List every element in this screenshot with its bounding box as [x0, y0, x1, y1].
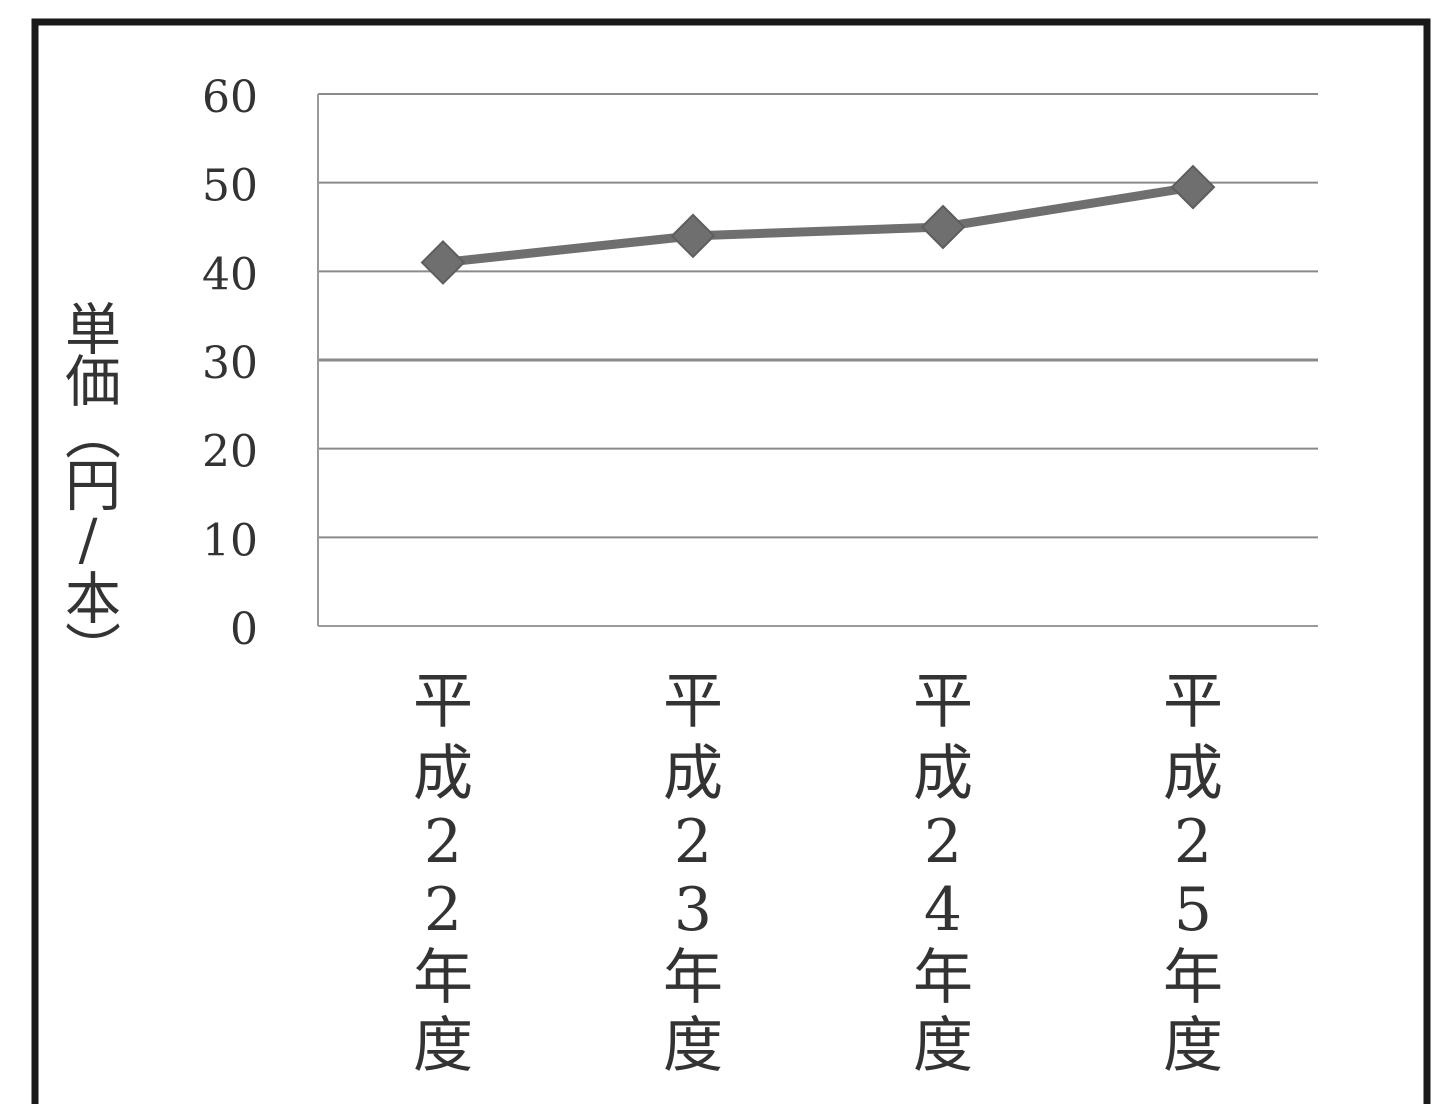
gridlines — [317, 93, 1318, 627]
y-tick-label: 30 — [202, 338, 258, 389]
y-axis-label: 単価（円/本） — [56, 300, 121, 673]
data-point — [670, 213, 716, 259]
y-tick-label: 60 — [202, 72, 258, 123]
y-tick-label: 40 — [202, 249, 258, 300]
y-tick-label: 10 — [202, 515, 258, 566]
y-tick-label: 20 — [202, 427, 258, 478]
data-point — [920, 204, 966, 250]
data-point — [1170, 164, 1216, 210]
x-tick-label: 平成 2 5 年度 — [1163, 667, 1223, 1081]
x-tick-label: 平成 2 3 年度 — [663, 667, 723, 1081]
y-tick-label: 0 — [230, 604, 258, 655]
series — [420, 164, 1216, 285]
x-tick-labels: 平成 2 2 年度 平成 2 3 年度 平成 2 4 年度 平成 2 5 年度 — [413, 667, 1223, 1081]
series-line — [442, 182, 1194, 267]
x-tick-label: 平成 2 2 年度 — [413, 667, 473, 1081]
x-tick-label: 平成 2 4 年度 — [913, 667, 973, 1081]
y-tick-label: 50 — [202, 161, 258, 212]
y-tick-labels: 0 10 20 30 40 50 60 — [202, 72, 258, 655]
data-point — [420, 240, 466, 285]
